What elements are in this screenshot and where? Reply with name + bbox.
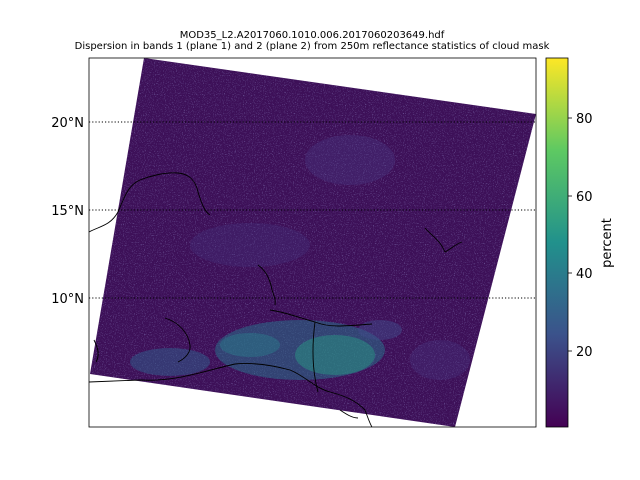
colorbar-ticks (568, 117, 572, 352)
map-subtitle: Dispersion in bands 1 (plane 1) and 2 (p… (74, 41, 550, 52)
latitude-label-15n: 15°N (51, 204, 84, 219)
latitude-label-20n: 20°N (51, 116, 84, 131)
colorbar (546, 58, 568, 427)
colorbar-label: percent (600, 218, 615, 268)
colorbar-tick-60: 60 (576, 190, 593, 205)
latitude-gridlines (89, 121, 536, 299)
colorbar-tick-40: 40 (576, 267, 593, 282)
colorbar-tick-20: 20 (576, 345, 593, 360)
map-frame (88, 57, 537, 428)
map-title: MOD35_L2.A2017060.1010.006.2017060203649… (179, 30, 445, 41)
latitude-label-10n: 10°N (51, 292, 84, 307)
coastlines (89, 172, 463, 427)
colorbar-tick-80: 80 (576, 112, 593, 127)
